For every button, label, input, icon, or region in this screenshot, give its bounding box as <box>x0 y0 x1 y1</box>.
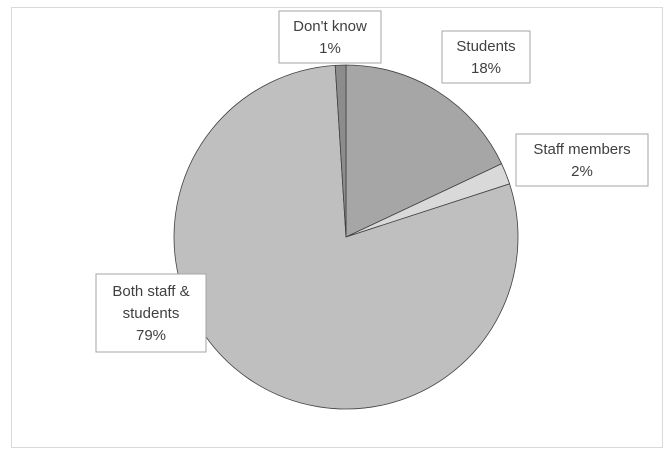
pie-slice-both-staff-students <box>173 64 519 410</box>
data-label-text: students <box>123 305 180 322</box>
data-label-percent: 79% <box>136 327 166 344</box>
data-label-text: Don't know <box>293 18 367 35</box>
data-label-students: Students 18% <box>441 30 531 84</box>
pie-slice-students <box>345 64 503 238</box>
data-label-percent: 1% <box>319 40 341 57</box>
data-label-box <box>95 273 207 353</box>
data-label-don-t-know: Don't know 1% <box>278 10 382 64</box>
data-label-percent: 2% <box>571 163 593 180</box>
pie-slices <box>173 64 519 410</box>
data-label-staff-members: Staff members 2% <box>515 133 649 187</box>
data-label-box <box>515 133 649 187</box>
data-label-text: Staff members <box>533 141 630 158</box>
data-label-percent: 18% <box>471 60 501 77</box>
pie-slice-don-t-know <box>334 64 347 238</box>
data-label-box <box>441 30 531 84</box>
data-label-both-staff-students: Both staff & students 79% <box>95 273 207 353</box>
data-label-text: Both staff & <box>112 283 189 300</box>
data-label-text: Students <box>456 38 515 55</box>
data-label-box <box>278 10 382 64</box>
data-labels: Students 18% Staff members 2% Both staff & st… <box>95 10 649 353</box>
